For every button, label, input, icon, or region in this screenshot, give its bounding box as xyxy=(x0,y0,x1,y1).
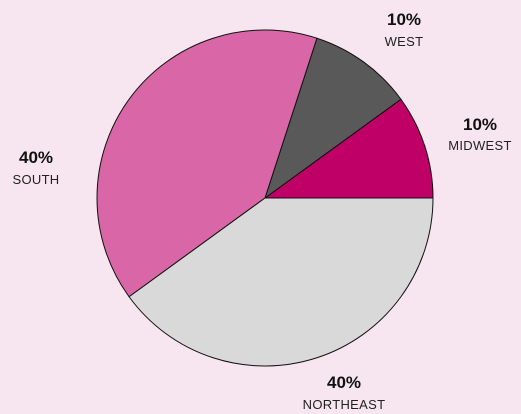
south-percent-label: 40% xyxy=(19,148,53,167)
pie-slice-west xyxy=(264,37,402,199)
pie-slice-midwest xyxy=(264,98,434,199)
west-category-label: WEST xyxy=(385,34,424,49)
west-percent-label: 10% xyxy=(387,10,421,29)
northeast-percent-label: 40% xyxy=(327,373,361,392)
pie-slice-northeast xyxy=(128,197,434,367)
pie-slice-south xyxy=(96,29,318,298)
slice-labels: 10% MIDWEST 10% WEST 40% SOUTH 40% NORTH… xyxy=(13,10,512,412)
south-category-label: SOUTH xyxy=(13,172,60,187)
northeast-category-label: NORTHEAST xyxy=(303,397,386,412)
midwest-percent-label: 10% xyxy=(463,115,497,134)
midwest-category-label: MIDWEST xyxy=(448,138,511,153)
pie-slices xyxy=(96,29,434,367)
